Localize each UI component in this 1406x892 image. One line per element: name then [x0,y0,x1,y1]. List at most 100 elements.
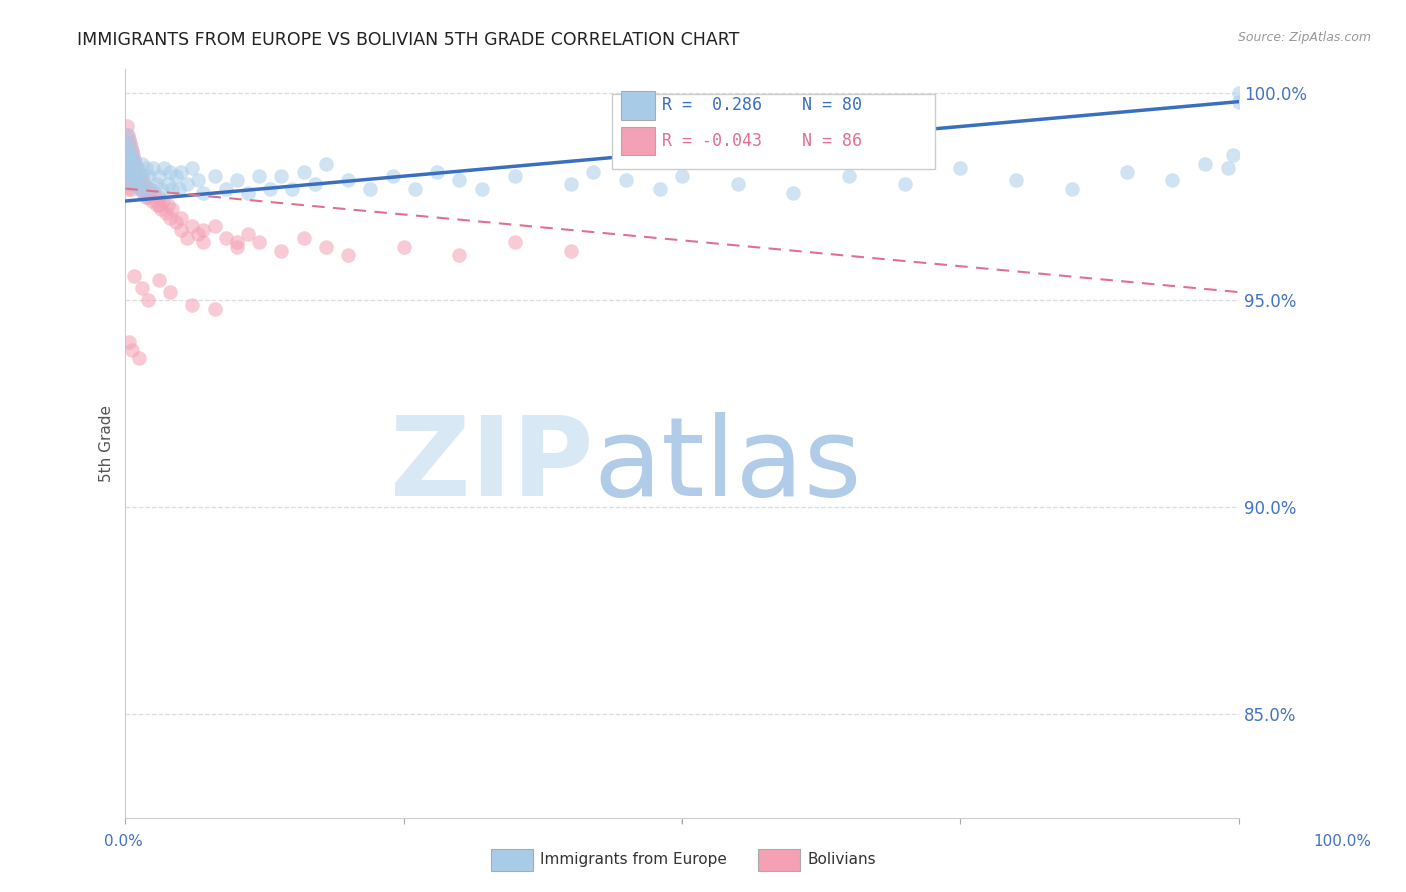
Point [121,157,143,171]
Point [215,231,238,245]
Point [142,161,165,175]
Point [247,235,270,250]
Point [125,173,148,187]
Point [118,178,141,192]
Point [122,169,145,183]
Point [122,161,145,175]
Point [148,190,170,204]
Point [165,169,187,183]
Point [292,165,315,179]
Point [159,165,181,179]
Point [337,248,360,262]
Point [152,194,174,208]
Point [141,194,163,208]
Point [120,169,142,183]
Text: Bolivians: Bolivians [807,853,876,867]
Point [136,190,159,204]
Point [127,178,149,192]
Text: ZIP: ZIP [389,412,593,519]
Point [560,244,582,258]
Point [165,215,187,229]
Point [125,161,148,175]
Point [129,181,152,195]
Point [129,169,152,183]
Point [156,178,179,192]
Point [128,178,150,192]
Point [337,173,360,187]
Point [159,285,181,299]
Point [118,145,141,159]
Point [135,181,157,195]
Point [381,169,404,183]
Point [117,181,139,195]
Point [139,181,162,195]
Point [117,153,139,167]
Point [225,173,247,187]
Point [170,223,193,237]
Point [127,165,149,179]
Point [121,157,143,171]
Point [118,148,141,162]
Point [281,181,304,195]
Point [121,145,143,159]
Point [1227,95,1250,109]
Point [145,178,167,192]
Point [124,153,146,167]
Point [131,173,153,187]
Point [160,181,183,195]
Point [121,343,143,357]
Point [115,148,138,162]
Point [1116,165,1139,179]
Point [118,145,141,159]
Point [1227,87,1250,101]
Point [115,161,138,175]
Point [167,181,190,195]
Text: atlas: atlas [593,412,862,519]
Text: R = -0.043    N = 86: R = -0.043 N = 86 [662,132,862,150]
Point [115,120,138,134]
Point [1060,181,1083,195]
Point [359,181,381,195]
Point [120,140,142,154]
Point [136,293,159,308]
Point [225,239,247,253]
Point [503,169,526,183]
Point [118,334,141,349]
Point [143,186,166,200]
Point [648,181,671,195]
Point [124,153,146,167]
Point [128,165,150,179]
Point [1161,173,1184,187]
Point [1005,173,1028,187]
Text: R =  0.286    N = 80: R = 0.286 N = 80 [662,96,862,114]
Point [193,235,215,250]
Point [404,181,426,195]
Point [124,157,146,171]
Point [782,186,804,200]
Point [136,169,159,183]
Point [145,198,167,212]
Point [193,223,215,237]
Point [118,157,141,171]
Point [134,178,156,192]
Point [187,173,209,187]
Point [118,132,141,146]
Point [132,169,155,183]
Point [236,186,259,200]
Point [148,169,170,183]
Point [236,227,259,241]
Point [120,153,142,167]
Point [148,273,170,287]
Point [560,178,582,192]
Point [115,136,138,150]
Point [181,161,204,175]
Point [148,198,170,212]
Point [304,178,326,192]
Point [120,169,142,183]
Point [118,173,141,187]
Point [120,148,142,162]
Point [124,268,146,283]
Point [176,231,198,245]
Point [120,181,142,195]
Point [115,128,138,142]
